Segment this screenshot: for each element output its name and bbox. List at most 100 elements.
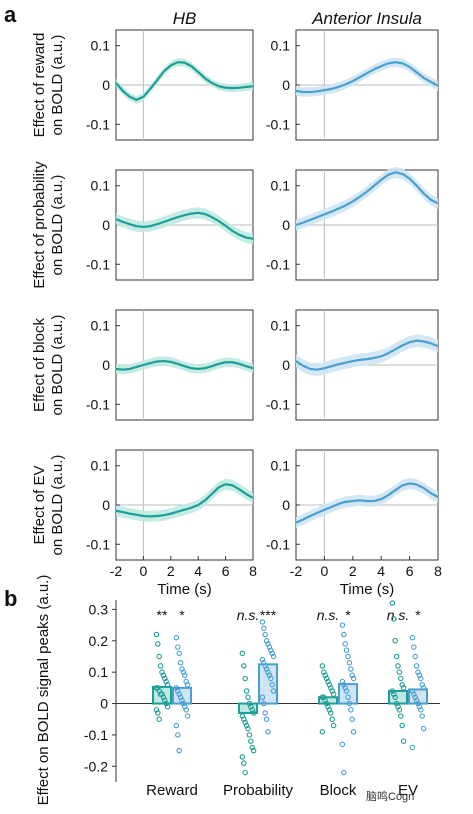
y-tick-label-1-1-0: 0.1: [271, 178, 291, 194]
significance-0-2: n.s.: [317, 607, 340, 623]
data-point-3-1-12: [413, 697, 420, 704]
data-point-0-1-8: [184, 681, 191, 688]
y-tick-label-1-0-2: -0.1: [86, 256, 110, 272]
error-band-3-1: [296, 477, 438, 529]
data-point-1-1-20: [262, 710, 268, 716]
data-point-1-0-13: [245, 725, 251, 732]
error-band-3-0: [116, 478, 253, 522]
data-point-1-1-3: [263, 638, 270, 644]
data-point-2-1-1: [341, 631, 347, 638]
y-tick-label-0-1-1: 0: [282, 77, 290, 93]
data-point-2-1-7: [349, 672, 355, 679]
y-tick-label-0-0-2: -0.1: [86, 116, 110, 132]
row-label-1-1: on BOLD (a.u.): [49, 175, 66, 276]
data-point-0-0-0: [153, 631, 160, 638]
x-tick-label-0-1: 0: [140, 563, 148, 579]
data-point-3-0-6: [398, 675, 404, 682]
x-tick-label-1-0: -2: [290, 563, 303, 579]
data-point-1-1-10: [261, 660, 267, 666]
data-point-1-0-9: [239, 713, 246, 719]
data-point-3-0-15: [398, 713, 404, 719]
data-point-0-0-7: [163, 678, 169, 685]
data-point-2-1-12: [343, 688, 350, 694]
data-point-0-0-15: [162, 697, 168, 704]
data-point-1-0-4: [245, 694, 251, 701]
series-line-2-1: [295, 339, 439, 371]
data-point-2-0-1: [321, 669, 327, 675]
data-point-3-0-5: [396, 669, 403, 675]
data-point-2-0-4: [325, 678, 331, 685]
data-point-2-1-8: [350, 675, 357, 682]
error-band-0-0: [116, 58, 253, 104]
data-point-1-1-5: [266, 644, 273, 650]
y-tick-label-1-1-2: -0.1: [266, 256, 290, 272]
data-point-1-0-12: [243, 722, 250, 729]
data-point-2-0-18: [319, 729, 326, 735]
data-point-3-0-8: [400, 685, 407, 691]
data-point-2-1-4: [345, 653, 351, 660]
data-point-0-1-14: [180, 700, 187, 707]
series-line-2-0: [115, 359, 254, 371]
data-point-3-1-14: [416, 703, 423, 710]
data-point-3-1-7: [419, 681, 425, 688]
significance-1-3: *: [415, 607, 421, 623]
y-tick-label-2-0-1: 0: [102, 357, 110, 373]
data-point-3-1-18: [409, 744, 416, 751]
data-point-1-1-22: [265, 729, 271, 735]
row-label-2-1: on BOLD (a.u.): [49, 315, 66, 416]
data-point-0-0-14: [160, 694, 167, 701]
data-point-1-1-4: [265, 641, 271, 647]
data-point-3-1-8: [420, 685, 427, 691]
data-point-0-1-17: [184, 713, 191, 719]
y-tick-label-0-0-1: 0: [102, 77, 110, 93]
y-tick-label-0-1-0: 0.1: [271, 38, 291, 54]
data-point-0-0-11: [156, 688, 162, 694]
panel-b-label: b: [4, 586, 17, 611]
data-point-1-1-17: [270, 688, 277, 694]
y-tick-label-3-0-1: 0: [102, 497, 110, 513]
data-point-3-0-12: [393, 700, 400, 707]
significance-1-1: ***: [260, 607, 277, 623]
x-tick-label-1-3: 4: [377, 563, 385, 579]
y-tick-label-3-1-2: -0.1: [266, 536, 290, 552]
panel-a-label: a: [4, 2, 17, 27]
bar-y-tick-label-4: -0.1: [84, 727, 108, 743]
data-point-3-1-4: [415, 669, 421, 675]
significance-1-2: *: [345, 607, 351, 623]
data-point-2-1-18: [339, 741, 346, 748]
bar-0-3: [388, 690, 408, 705]
data-point-0-1-11: [176, 691, 182, 697]
data-point-0-0-10: [155, 685, 161, 691]
data-point-3-1-5: [416, 672, 423, 679]
y-tick-label-0-0-0: 0.1: [91, 38, 111, 54]
x-tick-label-0-2: 2: [167, 563, 175, 579]
series-line-1-0: [115, 211, 254, 240]
data-point-2-0-2: [322, 672, 328, 679]
row-label-0-0: Effect of reward: [31, 33, 48, 138]
data-point-0-1-7: [183, 678, 189, 685]
data-point-2-0-3: [323, 675, 330, 682]
data-point-0-1-19: [175, 732, 181, 738]
data-point-1-1-19: [261, 700, 267, 707]
data-point-2-0-17: [330, 722, 337, 729]
x-tick-label-0-5: 8: [249, 563, 257, 579]
category-label-2: Block: [320, 782, 357, 799]
data-point-0-1-13: [179, 697, 185, 704]
data-point-3-1-2: [412, 653, 418, 660]
row-label-0-1: on BOLD (a.u.): [49, 35, 66, 136]
data-point-0-0-18: [153, 707, 160, 713]
data-point-1-0-18: [239, 754, 246, 760]
data-point-1-0-5: [246, 700, 253, 707]
data-point-2-0-12: [323, 700, 330, 707]
bar-y-axis-label: Effect on BOLD signal peaks (a.u.): [35, 575, 52, 806]
data-point-3-0-0: [389, 600, 396, 606]
data-point-1-0-20: [242, 769, 248, 776]
error-band-0-1: [296, 57, 438, 97]
data-point-3-0-17: [400, 738, 407, 744]
data-point-2-1-3: [343, 647, 350, 653]
data-point-1-1-11: [262, 663, 268, 669]
y-tick-label-2-1-2: -0.1: [266, 396, 290, 412]
data-point-1-0-8: [250, 710, 257, 716]
data-point-0-0-1: [155, 641, 161, 647]
data-point-1-1-15: [268, 675, 274, 682]
